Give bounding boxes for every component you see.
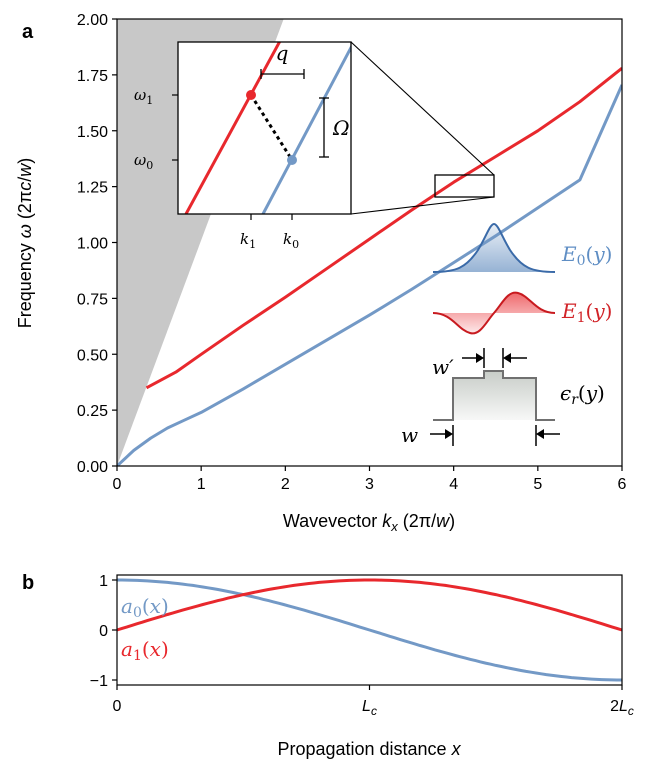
y-tick-label: −1	[90, 673, 108, 690]
series-line-a1	[116, 578, 623, 632]
e0-profile-curve	[432, 222, 556, 273]
x-tick-label: 0	[113, 698, 122, 715]
x-tick-label: 2	[281, 476, 290, 493]
inset-q-label: q	[276, 41, 289, 65]
inset-omega-label: Ω	[332, 116, 350, 140]
x-tick-label: 5	[533, 476, 542, 493]
panel-a-ylabel: Frequency ω (2πc/w)	[15, 158, 35, 329]
zoom-connector-bottom	[350, 196, 495, 215]
y-tick-label: 1	[99, 573, 108, 590]
panel-label-b: b	[22, 572, 34, 594]
x-tick-label: 4	[449, 476, 458, 493]
mode-profiles: E0(y) E1(y) ϵr(y) w′ w	[401, 222, 612, 447]
series-line-e1	[145, 67, 622, 390]
series-line-a0	[117, 578, 622, 682]
zoom-box	[434, 174, 495, 198]
panel-a-xlabel: Wavevector kx (2π/w)	[283, 511, 455, 534]
inset-coupling-dotted	[249, 94, 294, 161]
e1-label: E1(y)	[561, 299, 612, 326]
y-tick-label: 1.00	[77, 236, 108, 253]
inset-point-red	[246, 90, 256, 100]
y-tick-label: 0.75	[77, 291, 108, 308]
y-tick-label: 0	[99, 623, 108, 640]
x-tick-label: 1	[197, 476, 206, 493]
x-tick-label: Lc	[362, 698, 377, 718]
y-tick-label: 1.75	[77, 68, 108, 85]
y-tick-label: 1.50	[77, 124, 108, 141]
y-tick-label: 1.25	[77, 180, 108, 197]
zoom-connector-top	[350, 41, 495, 176]
x-tick-label: 6	[618, 476, 627, 493]
eps-profile-curve	[433, 370, 555, 421]
panel-b-xlabel: Propagation distance x	[277, 739, 461, 759]
inset-frame	[177, 41, 352, 215]
e0-label: E0(y)	[561, 242, 612, 269]
inset: q Ω ω1 ω0 k1 k0	[134, 41, 352, 251]
y-tick-label: 0.25	[77, 403, 108, 420]
x-tick-label: 0	[113, 476, 122, 493]
y-tick-label: 2.00	[77, 12, 108, 29]
panel-label-a: a	[22, 21, 34, 43]
w-label: w	[401, 423, 418, 447]
e1-profile-curve	[432, 291, 556, 335]
x-tick-label: 2Lc	[610, 698, 634, 718]
a1-label: a1(x)	[121, 637, 169, 664]
series-line-e0	[117, 84, 622, 466]
a0-label: a0(x)	[121, 594, 169, 621]
inset-point-blue	[287, 155, 297, 165]
panel-b-plot-area: 0 Lc 2Lc 1 0 −1	[90, 573, 634, 718]
y-tick-label: 0.50	[77, 347, 108, 364]
inset-k0-label: k0	[283, 230, 299, 251]
wprime-label: w′	[432, 355, 454, 379]
y-tick-label: 0.00	[77, 459, 108, 476]
eps-label: ϵr(y)	[560, 381, 605, 408]
inset-k1-label: k1	[240, 230, 256, 251]
inset-blue-line	[261, 44, 351, 214]
x-tick-label: 3	[365, 476, 374, 493]
inset-red-line	[184, 42, 282, 214]
